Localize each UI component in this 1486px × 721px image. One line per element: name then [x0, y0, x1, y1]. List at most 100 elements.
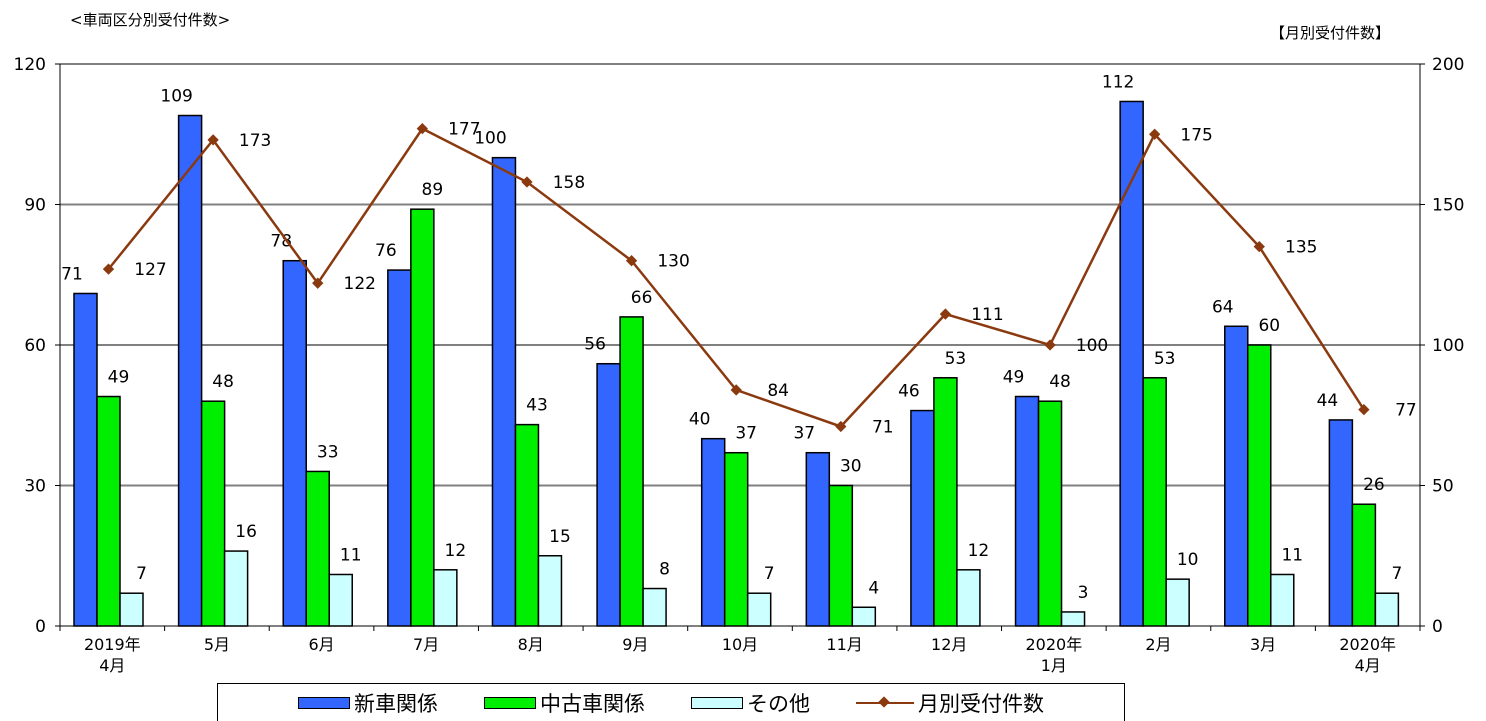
x-tick-label: 12月	[931, 635, 967, 654]
data-label-new-car: 112	[1102, 72, 1134, 92]
data-label-new-car: 56	[584, 335, 606, 355]
x-tick-label: 3月	[1250, 635, 1276, 654]
data-label-monthly-total: 84	[767, 381, 789, 401]
data-label-other: 11	[1281, 545, 1303, 565]
data-label-new-car: 40	[689, 410, 711, 430]
bar-other	[119, 592, 144, 627]
legend-swatch-used-car	[484, 696, 536, 709]
x-tick-label: 9月	[622, 635, 648, 654]
bar-new-car	[1328, 419, 1354, 627]
bar-used-car	[723, 451, 749, 627]
point-monthly-total	[521, 176, 533, 188]
y-right-tick-label: 150	[1432, 196, 1464, 216]
bar-new-car	[177, 114, 203, 627]
bar-new-car	[596, 362, 621, 627]
bar-used-car	[1351, 503, 1377, 627]
bar-new-car	[491, 156, 517, 627]
data-label-monthly-total: 71	[872, 417, 894, 437]
data-label-used-car: 48	[212, 372, 234, 392]
bar-other	[1165, 578, 1190, 627]
data-label-other: 8	[659, 560, 670, 580]
data-label-used-car: 49	[108, 368, 130, 388]
bar-other	[642, 587, 667, 627]
point-monthly-total	[730, 384, 742, 396]
bar-used-car	[1247, 344, 1272, 627]
x-tick-label: 11月	[826, 635, 862, 654]
point-monthly-total	[207, 134, 219, 146]
data-label-monthly-total: 100	[1076, 336, 1108, 356]
legend-line-monthly-total	[856, 696, 914, 710]
data-label-monthly-total: 175	[1180, 125, 1212, 145]
data-label-other: 11	[340, 545, 362, 565]
data-label-used-car: 33	[317, 442, 339, 462]
bar-other	[433, 569, 458, 627]
data-label-monthly-total: 77	[1395, 401, 1417, 421]
bar-used-car	[305, 470, 330, 627]
data-label-monthly-total: 122	[344, 274, 376, 294]
x-tick-label: 2020年	[1025, 635, 1082, 654]
legend-item-used-car: 中古車関係	[484, 688, 645, 718]
data-label-other: 12	[968, 541, 990, 561]
bar-other	[328, 573, 353, 627]
bar-used-car	[828, 484, 854, 627]
data-label-new-car: 100	[474, 129, 506, 149]
bar-used-car	[1142, 377, 1167, 627]
data-label-used-car: 37	[735, 424, 757, 444]
y-right-tick-label: 200	[1432, 55, 1464, 75]
x-tick-label: 5月	[204, 635, 230, 654]
data-label-monthly-total: 130	[657, 252, 689, 272]
point-monthly-total	[1148, 128, 1161, 140]
legend-swatch-new-car	[298, 696, 350, 709]
bar-other	[851, 606, 877, 627]
data-label-monthly-total: 177	[448, 120, 480, 140]
point-monthly-total	[1358, 403, 1370, 416]
data-label-used-car: 53	[945, 349, 967, 369]
data-label-new-car: 78	[270, 232, 292, 252]
x-tick-label: 2020年	[1339, 635, 1396, 654]
data-label-monthly-total: 173	[239, 131, 271, 151]
bar-used-car	[1037, 400, 1063, 627]
data-label-other: 12	[445, 541, 467, 561]
bar-used-car	[96, 395, 121, 627]
point-monthly-total	[312, 277, 324, 289]
bar-new-car	[700, 437, 726, 627]
data-label-used-car: 60	[1258, 316, 1280, 336]
x-tick-label: 4月	[1355, 656, 1381, 675]
data-label-used-car: 48	[1049, 372, 1071, 392]
data-label-monthly-total: 135	[1285, 238, 1317, 258]
bar-new-car	[73, 292, 98, 627]
x-tick-label: 2月	[1145, 635, 1171, 654]
bar-used-car	[200, 400, 226, 627]
data-label-other: 7	[136, 564, 147, 584]
point-monthly-total	[939, 308, 952, 320]
bar-other	[537, 555, 563, 627]
legend-label-other: その他	[747, 691, 810, 716]
data-label-new-car: 37	[793, 424, 815, 444]
point-monthly-total	[835, 420, 847, 433]
x-tick-label: 2019年	[84, 635, 141, 654]
data-label-used-car: 43	[526, 396, 548, 416]
y-left-tick-label: 60	[24, 336, 46, 356]
data-label-new-car: 76	[375, 241, 397, 261]
x-tick-label: 8月	[518, 635, 544, 654]
legend-item-other: その他	[691, 688, 810, 718]
y-right-tick-label: 100	[1432, 336, 1464, 356]
data-label-other: 3	[1078, 583, 1089, 603]
point-monthly-total	[1253, 240, 1265, 253]
bar-used-car	[514, 423, 540, 627]
y-left-tick-label: 120	[14, 55, 46, 75]
legend-label-used-car: 中古車関係	[540, 691, 645, 716]
y-left-tick-label: 30	[24, 477, 46, 497]
legend: 新車関係 中古車関係 その他 月別受付件数	[217, 683, 1125, 721]
bar-other	[1060, 611, 1086, 627]
y-left-tick-label: 90	[24, 196, 46, 216]
bar-other	[223, 550, 249, 627]
data-label-new-car: 109	[160, 87, 192, 107]
data-label-used-car: 89	[422, 180, 444, 200]
data-label-new-car: 49	[1003, 368, 1025, 388]
bar-other	[746, 592, 772, 627]
bar-used-car	[410, 208, 435, 627]
y-left-tick-label: 0	[35, 617, 46, 637]
bar-other	[1374, 592, 1400, 627]
bar-new-car	[910, 409, 935, 627]
